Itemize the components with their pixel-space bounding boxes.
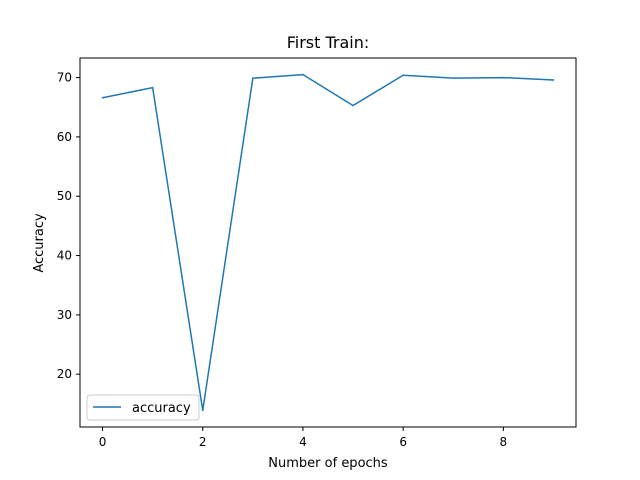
y-tick-label: 60 bbox=[57, 130, 72, 144]
data-point-7 bbox=[452, 77, 455, 79]
data-point-1 bbox=[151, 86, 154, 89]
legend-box bbox=[86, 394, 200, 421]
series-line-accuracy bbox=[102, 73, 554, 411]
data-point-8 bbox=[502, 76, 505, 79]
axes-frame bbox=[79, 57, 577, 428]
data-point-2 bbox=[201, 409, 204, 412]
data-point-5 bbox=[352, 104, 354, 107]
chart-title: First Train: bbox=[287, 33, 370, 52]
y-tick-label: 50 bbox=[57, 189, 72, 203]
plot-area: 0 2 4 6 8 20 30 40 50 60 70 bbox=[57, 57, 577, 449]
y-tick-label: 40 bbox=[57, 249, 72, 263]
y-tick-label: 20 bbox=[57, 367, 72, 381]
data-point-9 bbox=[552, 79, 555, 81]
series-layer bbox=[101, 73, 555, 412]
y-axis-ticks: 20 30 40 50 60 70 bbox=[57, 71, 80, 381]
x-tick-label: 8 bbox=[500, 435, 508, 449]
y-axis-label: Accuracy bbox=[32, 213, 47, 273]
data-point-3 bbox=[252, 77, 254, 79]
x-tick-label: 2 bbox=[199, 435, 207, 449]
x-tick-label: 4 bbox=[299, 435, 307, 449]
x-tick-label: 0 bbox=[99, 435, 107, 449]
x-axis-label: Number of epochs bbox=[268, 456, 388, 471]
legend-label-accuracy: accuracy bbox=[132, 401, 191, 416]
x-tick-label: 6 bbox=[399, 435, 407, 449]
y-tick-label: 30 bbox=[57, 308, 72, 322]
x-axis-ticks: 0 2 4 6 8 bbox=[99, 427, 507, 449]
y-tick-label: 70 bbox=[57, 71, 72, 85]
data-point-4 bbox=[302, 73, 304, 76]
legend: accuracy bbox=[86, 394, 200, 421]
data-point-6 bbox=[402, 74, 404, 76]
data-point-0 bbox=[101, 96, 104, 99]
